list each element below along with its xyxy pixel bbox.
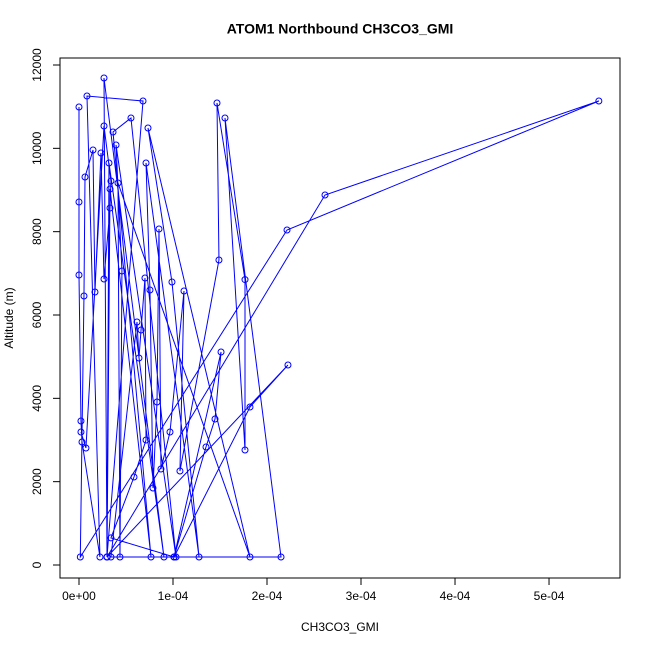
plot-frame (59, 57, 621, 579)
x-tick-label: 4e-04 (440, 589, 471, 603)
data-point (246, 403, 254, 411)
data-point (82, 444, 90, 452)
data-point (100, 74, 108, 82)
y-tick-label: 12000 (30, 48, 44, 82)
y-tick-label: 8000 (30, 218, 44, 245)
data-point (176, 467, 184, 475)
data-point (153, 398, 161, 406)
data-point (137, 326, 145, 334)
data-point (221, 114, 229, 122)
data-point (155, 225, 163, 233)
data-point (97, 149, 105, 157)
x-tick-label: 0e+00 (62, 589, 96, 603)
data-point (76, 553, 84, 561)
data-point (100, 122, 108, 130)
data-point (89, 146, 97, 154)
data-point (80, 292, 88, 300)
data-point (103, 553, 111, 561)
data-point (81, 173, 89, 181)
data-point (105, 159, 113, 167)
data-point (215, 256, 223, 264)
data-point (217, 348, 225, 356)
data-point (75, 271, 83, 279)
data-point (595, 97, 603, 105)
data-point (83, 92, 91, 100)
chart-title: ATOM1 Northbound CH3CO3_GMI (227, 21, 454, 37)
data-point (127, 114, 135, 122)
data-point (284, 361, 292, 369)
data-point (75, 198, 83, 206)
x-tick-label: 2e-04 (252, 589, 283, 603)
data-point (149, 484, 157, 492)
data-point (91, 288, 99, 296)
data-line (78, 77, 600, 559)
data-point (166, 428, 174, 436)
data-point (202, 443, 210, 451)
x-axis-label: CH3CO3_GMI (301, 620, 379, 634)
y-tick-label: 10000 (30, 131, 44, 165)
data-point (142, 159, 150, 167)
data-point (211, 415, 219, 423)
data-point (142, 436, 150, 444)
data-point (114, 179, 122, 187)
x-tick-label: 1e-04 (158, 589, 189, 603)
data-point (213, 99, 221, 107)
data-point (241, 276, 249, 284)
data-point (141, 274, 149, 282)
x-tick-label: 5e-04 (534, 589, 565, 603)
data-point (144, 124, 152, 132)
data-point (168, 278, 176, 286)
y-tick-label: 0 (30, 561, 44, 568)
data-point (78, 438, 86, 446)
y-axis-label: Altitude (m) (2, 287, 16, 348)
data-point (77, 428, 85, 436)
data-point (106, 185, 114, 193)
y-tick-label: 2000 (30, 468, 44, 495)
data-point (195, 553, 203, 561)
data-point (118, 267, 126, 275)
data-point (77, 417, 85, 425)
data-point (170, 553, 178, 561)
data-point (107, 534, 115, 542)
y-tick-label: 6000 (30, 301, 44, 328)
data-point (133, 318, 141, 326)
data-point (107, 553, 115, 561)
data-point (246, 553, 254, 561)
data-point (100, 275, 108, 283)
data-point (135, 354, 143, 362)
data-point (146, 286, 154, 294)
data-point (157, 465, 165, 473)
data-point (241, 446, 249, 454)
data-point (172, 553, 180, 561)
data-point (107, 177, 115, 185)
data-point (116, 553, 124, 561)
data-point (130, 473, 138, 481)
data-point (139, 97, 147, 105)
data-point (109, 128, 117, 136)
data-point (147, 553, 155, 561)
data-point (283, 226, 291, 234)
y-tick-label: 4000 (30, 385, 44, 412)
x-tick-label: 3e-04 (346, 589, 377, 603)
data-point (106, 204, 114, 212)
data-point (112, 141, 120, 149)
data-point (180, 287, 188, 295)
data-point (160, 553, 168, 561)
data-point (277, 553, 285, 561)
data-point (75, 103, 83, 111)
data-point (321, 191, 329, 199)
data-point (96, 553, 104, 561)
